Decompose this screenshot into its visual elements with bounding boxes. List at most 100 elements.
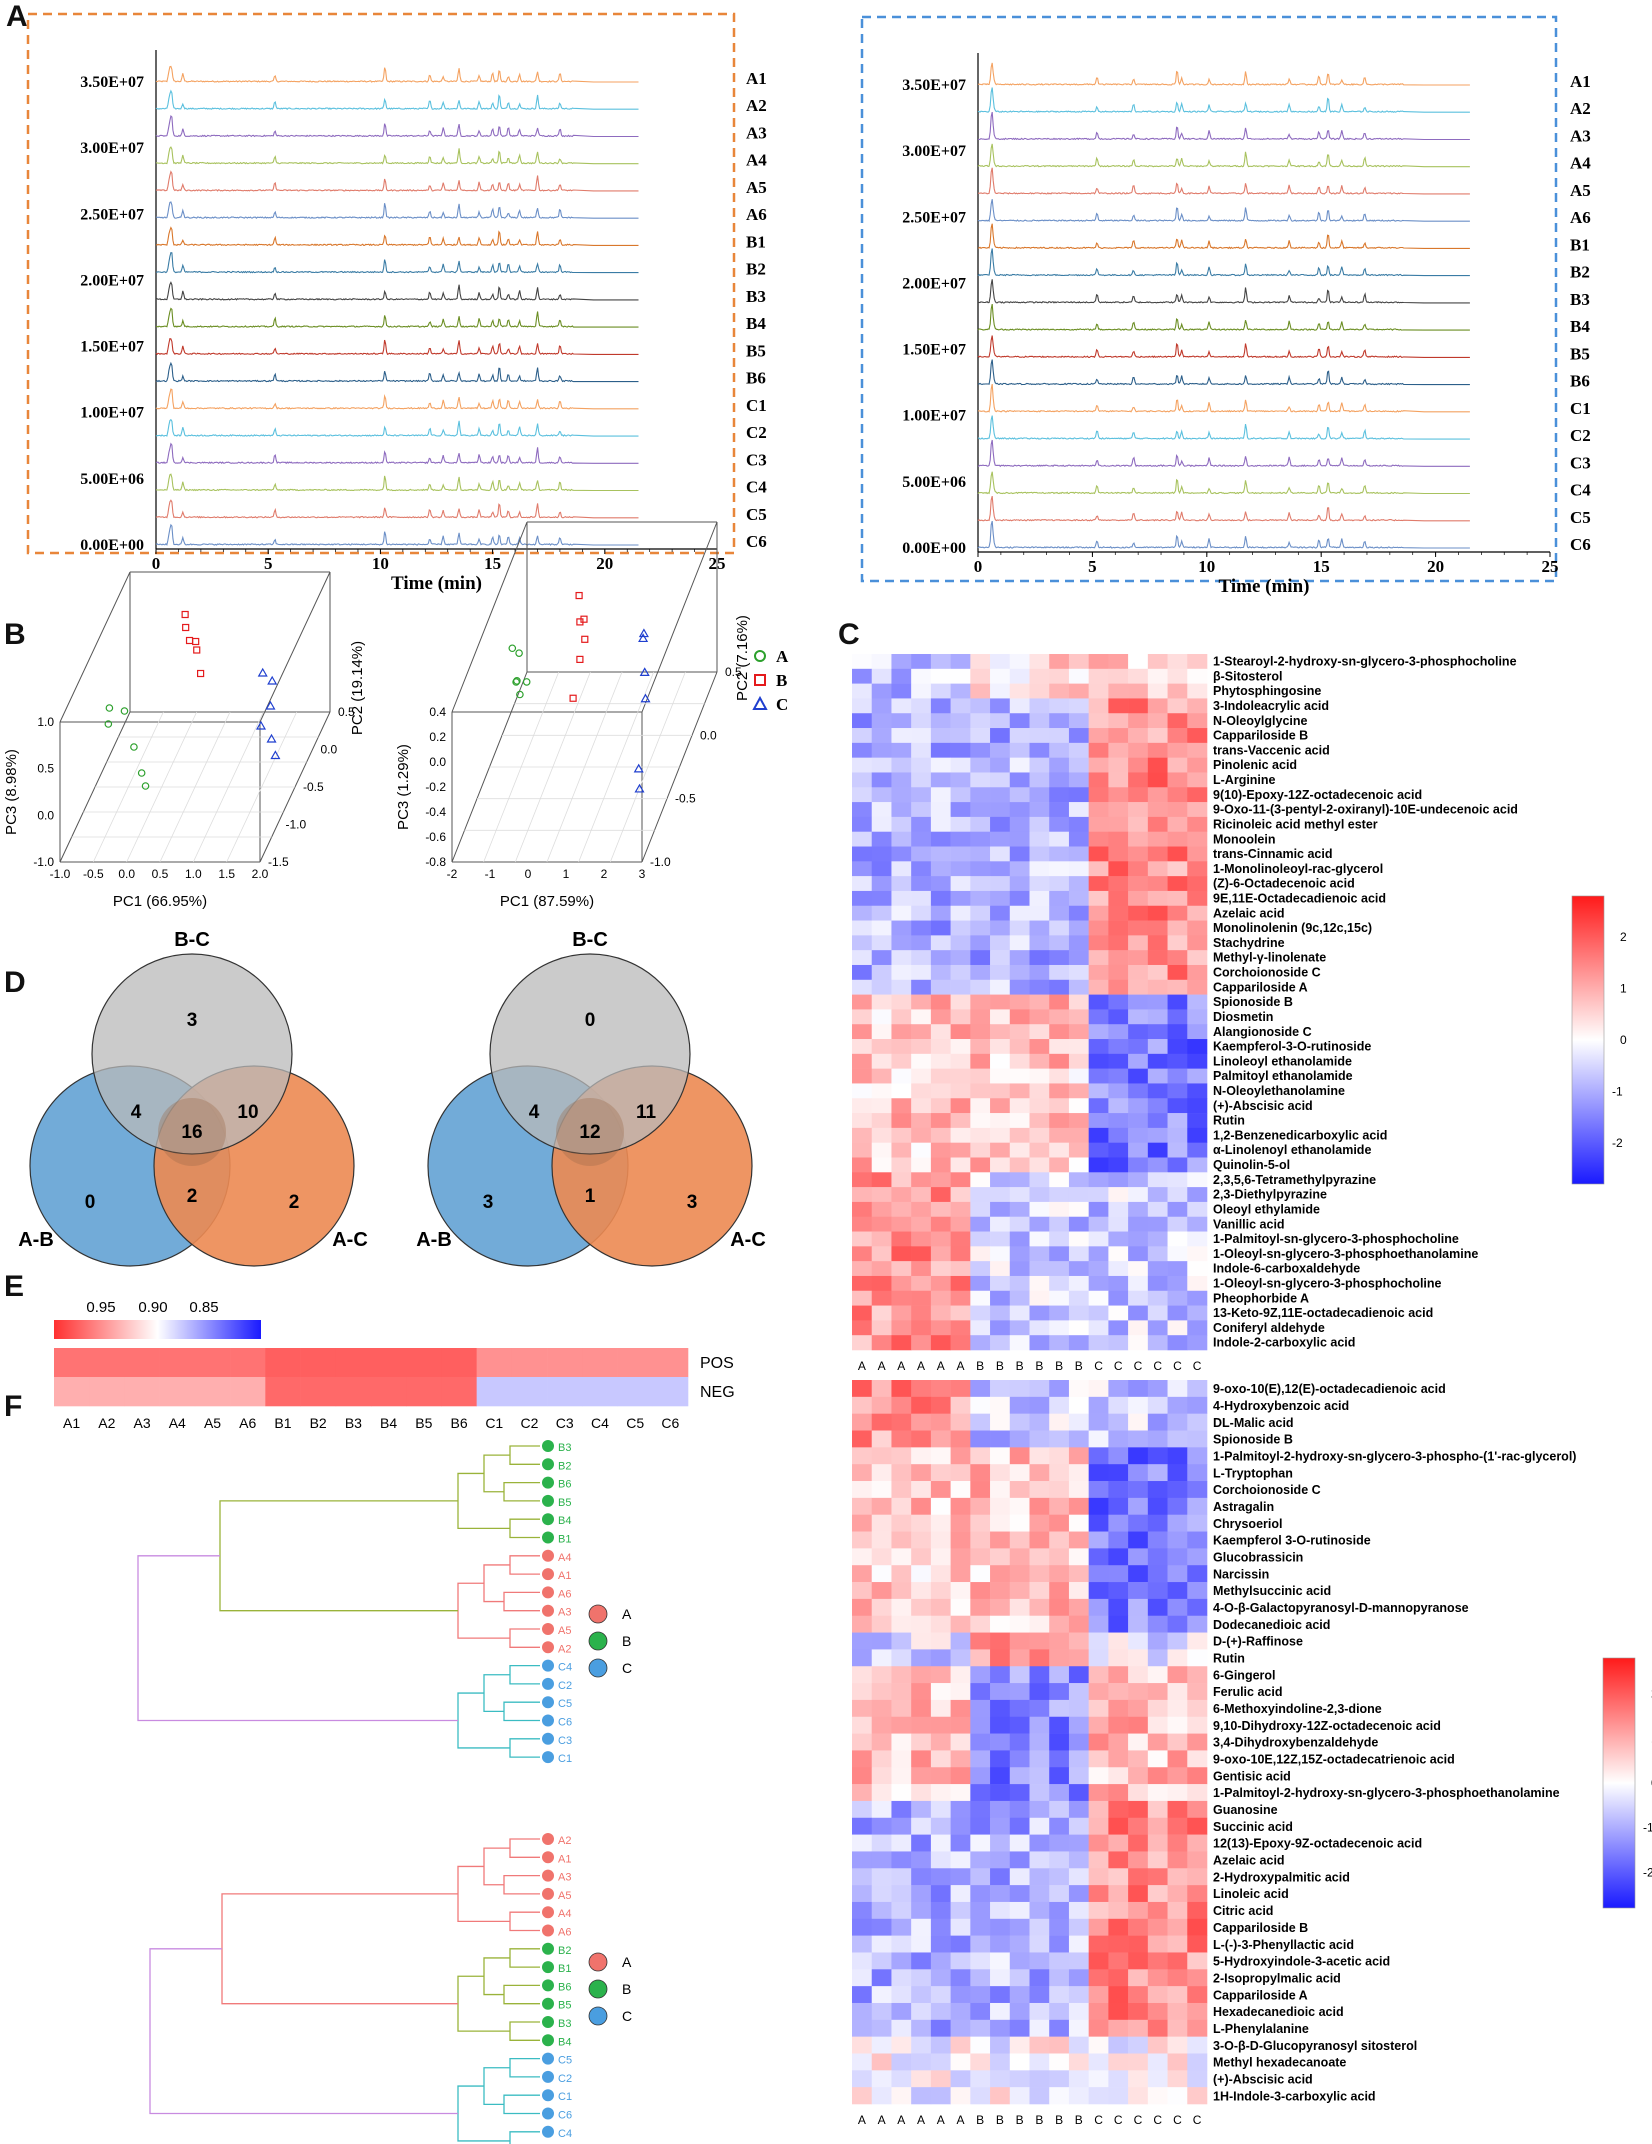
column-label: A	[937, 2113, 945, 2127]
heatmap-cell	[1187, 802, 1208, 818]
heatmap-cell	[1108, 1784, 1129, 1802]
leaf-dot-B6	[542, 1979, 554, 1992]
row-label: Azelaic acid	[1213, 906, 1285, 920]
heatmap-cell	[1088, 920, 1109, 936]
heatmap-cell	[1029, 1733, 1050, 1751]
y-tick-label: 3.00E+07	[902, 143, 966, 160]
heatmap-cell	[970, 890, 991, 907]
x-axis-title: PC1 (66.95%)	[113, 893, 207, 910]
heatmap-cell	[1009, 1565, 1030, 1583]
heatmap-cell	[911, 1582, 932, 1600]
series-line-C3	[977, 439, 1470, 468]
heatmap-cell	[1147, 1565, 1168, 1583]
heatmap-cell	[1009, 1413, 1030, 1431]
column-label: B	[976, 2113, 984, 2127]
heatmap-cell	[1049, 1068, 1070, 1084]
heatmap-cell	[1167, 772, 1188, 788]
heatmap-cell	[1029, 1320, 1050, 1336]
heatmap-cell	[1088, 713, 1109, 729]
heatmap-cell	[1147, 1053, 1168, 1069]
heatmap-cell	[124, 1377, 160, 1407]
heatmap-cell	[1049, 1935, 1070, 1953]
heatmap-cell	[990, 1447, 1011, 1465]
heatmap-cell	[990, 1598, 1011, 1617]
heatmap-cell	[1088, 935, 1109, 951]
heatmap-cell	[1068, 1834, 1089, 1852]
heatmap-cell	[891, 1750, 912, 1768]
heatmap-cell	[1128, 1565, 1149, 1583]
heatmap-cell	[911, 1068, 932, 1084]
heatmap-cell	[1187, 816, 1208, 833]
heatmap-cell	[1049, 1335, 1070, 1351]
heatmap-cell	[1029, 1113, 1050, 1129]
heatmap-cell	[852, 1750, 873, 1768]
heatmap-cell	[1167, 1868, 1188, 1886]
heatmap-cell	[1128, 1275, 1149, 1292]
heatmap-cell	[1088, 861, 1109, 877]
heatmap-cell	[1108, 1275, 1129, 1292]
heatmap-cell	[950, 890, 971, 907]
series-line-B4	[156, 307, 639, 328]
heatmap-cell	[1029, 787, 1050, 803]
heatmap-cell	[1049, 2087, 1070, 2105]
heatmap-cell	[1088, 831, 1109, 847]
heatmap-cell	[990, 1187, 1011, 1203]
heatmap-cell	[476, 1348, 513, 1378]
heatmap-cell	[1147, 772, 1168, 788]
row-label: Hexadecanedioic acid	[1213, 2005, 1344, 2019]
heatmap-cell	[970, 2002, 991, 2021]
branch-B	[509, 1948, 540, 1968]
x-tick-label: 0.0	[118, 867, 135, 881]
row-label: Indole-6-carboxaldehyde	[1213, 1262, 1360, 1276]
x-tick-label: -2	[447, 867, 458, 881]
heatmap-cell	[930, 713, 951, 729]
heatmap-cell	[852, 654, 873, 670]
point-C	[633, 763, 644, 773]
series-line-A1	[155, 65, 639, 83]
heatmap-cell	[950, 1767, 971, 1785]
venn-count: 11	[636, 1102, 657, 1123]
heatmap-cell	[930, 1531, 951, 1549]
heatmap-cell	[990, 1430, 1011, 1448]
heatmap-cell	[1187, 683, 1208, 699]
column-label: B	[1055, 2113, 1063, 2127]
venn-set-label: B-C	[572, 929, 608, 951]
heatmap-cell	[1147, 698, 1168, 714]
heatmap-cell	[990, 1201, 1011, 1218]
venn-count: 2	[289, 1192, 300, 1213]
panel-letter-d: D	[4, 966, 26, 999]
heatmap-cell	[911, 2053, 932, 2071]
branch-C	[503, 1701, 540, 1722]
heatmap-cell	[852, 668, 873, 684]
heatmap-cell	[970, 713, 991, 729]
heatmap-cell	[1068, 2053, 1089, 2071]
heatmap-cell	[891, 1632, 912, 1650]
heatmap-cell	[911, 1098, 932, 1114]
heatmap-cell	[891, 787, 912, 803]
heatmap-cell	[852, 831, 873, 847]
heatmap-cell	[1068, 698, 1089, 714]
heatmap-cell	[930, 1024, 951, 1040]
heatmap-cell	[1147, 876, 1168, 892]
y-tick-label: -0.2	[425, 780, 446, 794]
heatmap-cell	[852, 1952, 873, 1970]
heatmap-cell	[1088, 2019, 1109, 2037]
point-A	[130, 743, 138, 751]
heatmap-cell	[1187, 1039, 1208, 1055]
heatmap-cell	[871, 920, 892, 936]
heatmap-cell	[1147, 2019, 1168, 2037]
heatmap-cell	[1187, 1142, 1208, 1158]
heatmap-cell	[871, 1098, 892, 1114]
heatmap-cell	[1088, 1157, 1109, 1173]
x-tick-label: 15	[484, 554, 501, 573]
heatmap-cell	[1049, 1157, 1070, 1173]
heatmap-cell	[1147, 1290, 1168, 1306]
heatmap-cell	[1088, 742, 1109, 758]
heatmap-cell	[891, 994, 912, 1010]
z-tick-label: -1.5	[268, 855, 289, 869]
heatmap-cell	[1187, 1305, 1208, 1321]
heatmap-cell	[950, 1396, 971, 1414]
heatmap-cell	[970, 1216, 991, 1232]
heatmap-cell	[1049, 1531, 1070, 1549]
heatmap-cell	[1068, 1396, 1089, 1414]
